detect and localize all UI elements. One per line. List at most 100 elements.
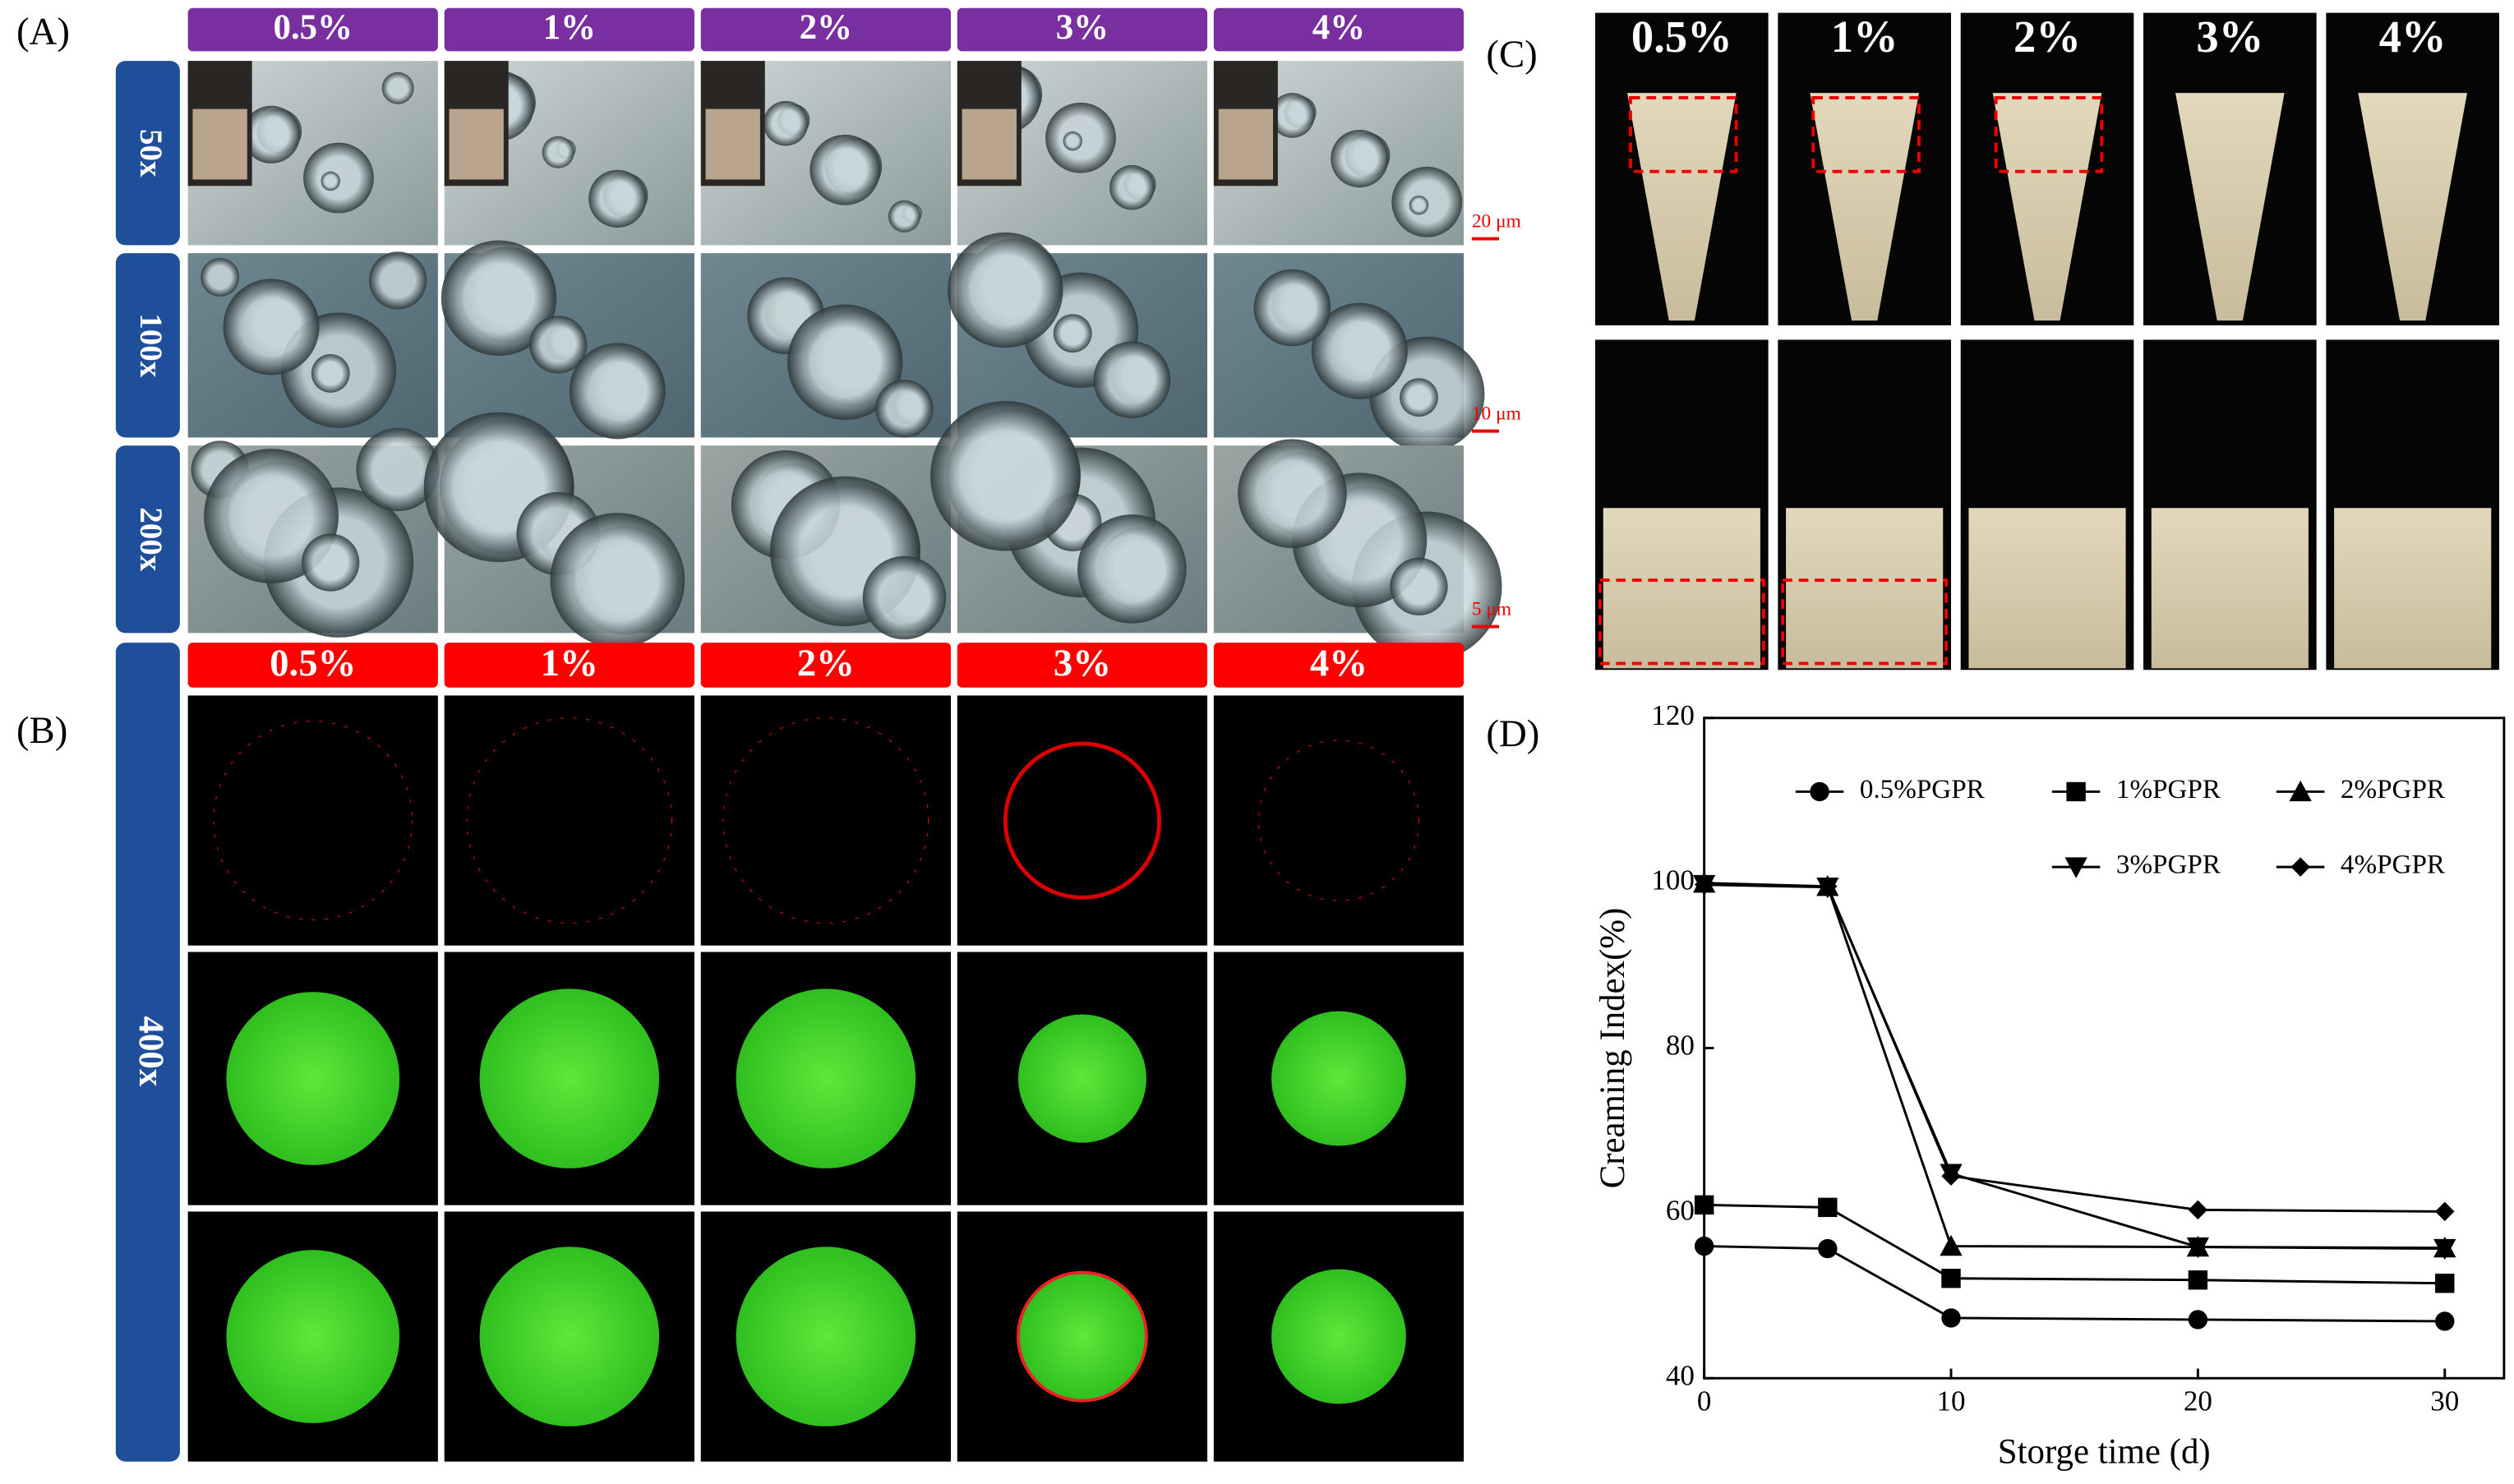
droplet xyxy=(1271,1011,1406,1146)
column-label: 1% xyxy=(541,642,598,684)
droplet xyxy=(369,251,427,310)
row-header xyxy=(115,445,180,634)
legend-label: 4%PGPR xyxy=(2341,850,2446,880)
droplet xyxy=(550,513,685,648)
confocal-image xyxy=(444,695,694,946)
marker xyxy=(1941,1269,1961,1288)
highlight-box xyxy=(1781,578,1949,666)
column-label: 0.5% xyxy=(1631,12,1732,62)
marker xyxy=(1694,1195,1714,1215)
vial xyxy=(1968,508,2126,669)
column-label: 1% xyxy=(1831,12,1898,62)
droplet xyxy=(736,1247,916,1426)
column-label: 4% xyxy=(1312,8,1365,47)
droplet-outline xyxy=(1003,741,1161,900)
scale-bar-label: 5 μm xyxy=(1472,598,1511,620)
legend-marker xyxy=(2289,780,2312,802)
row-header xyxy=(115,643,180,1462)
droplet xyxy=(1253,269,1331,347)
legend-marker xyxy=(2064,857,2087,878)
column-label: 4% xyxy=(1310,642,1368,684)
vial-content xyxy=(705,108,760,180)
droplet xyxy=(930,400,1081,551)
droplet xyxy=(736,989,916,1168)
confocal-image xyxy=(187,695,438,946)
droplet xyxy=(542,136,574,168)
marker xyxy=(1941,1166,1961,1186)
column-label: 3% xyxy=(1054,642,1111,684)
droplet xyxy=(226,1250,400,1423)
marker xyxy=(1818,1197,1838,1218)
column-label: 2% xyxy=(800,8,852,47)
row-header xyxy=(115,253,180,438)
droplet xyxy=(810,134,881,205)
tube xyxy=(2358,93,2467,321)
y-tick-label: 40 xyxy=(1666,1359,1695,1391)
series-line xyxy=(1704,1245,2445,1323)
column-header xyxy=(444,7,694,52)
droplet-outline xyxy=(722,717,929,924)
x-tick-label: 30 xyxy=(2430,1385,2459,1417)
tube xyxy=(1992,93,2102,321)
droplet xyxy=(1109,164,1155,210)
legend-marker xyxy=(2066,781,2086,802)
confocal-image xyxy=(700,695,951,946)
droplet xyxy=(1017,1014,1146,1143)
droplet xyxy=(1400,378,1438,417)
droplet xyxy=(588,169,647,228)
column-header xyxy=(957,7,1208,52)
marker xyxy=(1694,874,1714,895)
column-label: 2% xyxy=(2014,12,2081,62)
droplet xyxy=(242,105,301,164)
column-header xyxy=(1213,643,1465,688)
vial-content xyxy=(449,108,504,180)
marker xyxy=(1940,1234,1963,1256)
droplet xyxy=(1311,302,1408,399)
highlight-box xyxy=(1628,96,1738,173)
droplet xyxy=(311,354,350,393)
confocal-image xyxy=(1213,695,1465,946)
x-tick-label: 10 xyxy=(1936,1385,1965,1417)
vial xyxy=(1603,508,1760,669)
y-tick-label: 120 xyxy=(1651,699,1695,731)
column-header xyxy=(187,7,438,52)
marker xyxy=(1818,876,1838,896)
marker xyxy=(2188,1200,2208,1220)
column-label: 2% xyxy=(797,642,855,684)
row-label: 50x xyxy=(133,129,168,177)
legend-label: 3%PGPR xyxy=(2116,850,2221,880)
droplet xyxy=(302,533,360,592)
column-header xyxy=(700,643,951,688)
droplet xyxy=(381,71,414,104)
droplet xyxy=(1271,1269,1406,1404)
legend-label: 1%PGPR xyxy=(2116,774,2221,804)
column-label: 0.5% xyxy=(270,642,356,684)
row-header xyxy=(115,61,180,246)
droplet xyxy=(1331,129,1389,188)
droplet-outline xyxy=(466,717,673,924)
droplet xyxy=(441,240,557,356)
droplet xyxy=(1238,439,1347,549)
panel-label: (C) xyxy=(1486,33,1537,76)
vial-content xyxy=(192,108,247,180)
panel-label: (B) xyxy=(16,709,67,752)
highlight-box xyxy=(1598,578,1765,666)
confocal-image xyxy=(957,695,1208,946)
droplet xyxy=(479,989,660,1168)
row-label: 400x xyxy=(131,1016,170,1087)
droplet-outline xyxy=(1257,740,1420,901)
marker xyxy=(2186,1237,2210,1259)
tube xyxy=(2175,93,2285,321)
marker xyxy=(1818,1238,1838,1259)
droplet xyxy=(356,427,440,512)
droplet xyxy=(888,200,920,233)
droplet xyxy=(862,555,947,640)
marker xyxy=(2188,1310,2208,1330)
panel-label: (D) xyxy=(1486,712,1539,755)
vial xyxy=(2334,508,2492,669)
droplet xyxy=(1270,93,1315,138)
scale-bar-label: 10 μm xyxy=(1472,403,1521,425)
marker xyxy=(2188,1270,2208,1290)
column-label: 0.5% xyxy=(274,8,353,47)
